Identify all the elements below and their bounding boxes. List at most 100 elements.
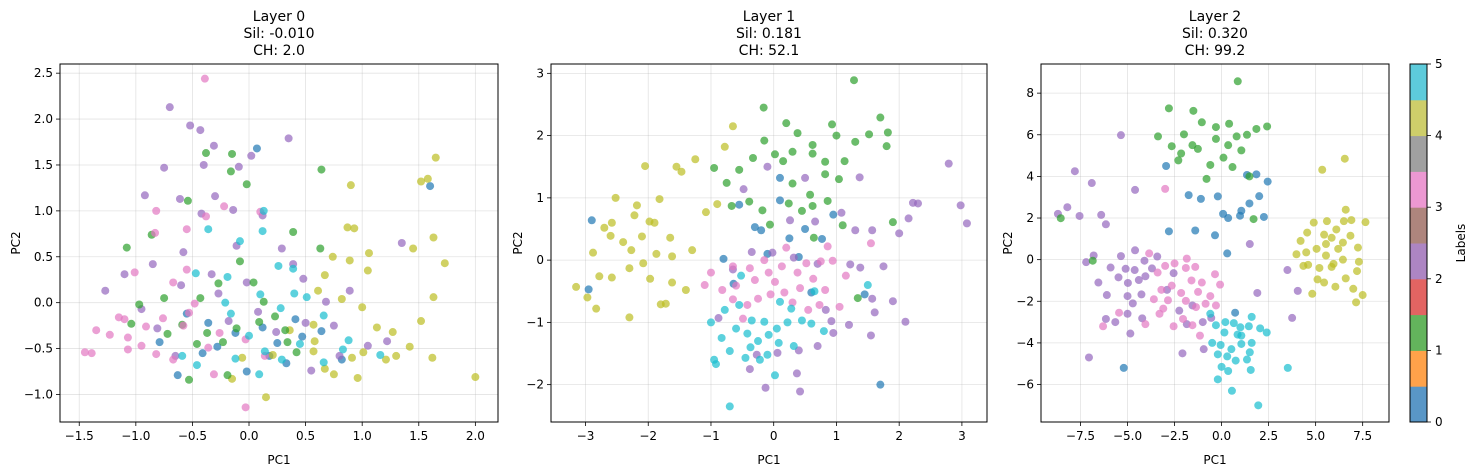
scatter-point-label-5 [256, 290, 265, 299]
scatter-point-label-4 [238, 353, 247, 362]
scatter-point-label-3 [1188, 321, 1197, 330]
scatter-point-label-3 [142, 322, 151, 331]
colorbar-tick-label: 4 [1435, 129, 1443, 143]
scatter-point-label-1 [821, 170, 830, 179]
scatter-point-label-3 [777, 262, 786, 271]
scatter-point-label-3 [1157, 285, 1166, 294]
scatter-point-label-1 [1211, 134, 1220, 143]
scatter-point-label-1 [1224, 141, 1233, 150]
scatter-point-label-4 [309, 320, 318, 329]
scatter-point-label-4 [320, 364, 329, 373]
scatter-point-label-0 [273, 339, 282, 348]
scatter-point-label-2 [1123, 309, 1132, 318]
scatter-point-label-5 [787, 304, 796, 313]
scatter-point-label-4 [641, 162, 650, 171]
y-axis-label: PC2 [1001, 231, 1015, 254]
scatter-point-label-2 [272, 328, 281, 337]
scatter-point-label-1 [223, 371, 232, 380]
scatter-point-label-5 [1256, 324, 1265, 333]
scatter-point-label-5 [1229, 319, 1238, 328]
chart-title-line-1: Layer 0 [253, 9, 305, 25]
scatter-point-label-4 [1312, 244, 1321, 253]
scatter-point-label-2 [956, 201, 965, 210]
scatter-point-label-5 [1227, 386, 1236, 395]
x-tick-label: 1.5 [409, 429, 428, 443]
scatter-point-label-2 [1178, 349, 1187, 358]
scatter-point-label-3 [169, 355, 178, 364]
scatter-point-label-2 [1140, 256, 1149, 265]
scatter-point-label-2 [1101, 314, 1110, 323]
scatter-point-label-3 [1141, 320, 1150, 329]
scatter-point-label-5 [863, 281, 872, 290]
scatter-point-label-4 [1361, 218, 1370, 227]
scatter-point-label-2 [299, 274, 308, 283]
scatter-point-label-4 [428, 353, 437, 362]
scatter-point-label-5 [732, 324, 741, 333]
scatter-point-label-0 [1119, 363, 1128, 372]
scatter-point-label-1 [1167, 142, 1176, 151]
scatter-point-label-2 [837, 208, 846, 217]
scatter-point-label-4 [309, 347, 318, 356]
scatter-point-label-4 [672, 162, 681, 171]
scatter-point-label-1 [1088, 256, 1097, 265]
scatter-point-label-3 [1145, 249, 1154, 258]
scatter-point-label-2 [801, 173, 810, 182]
y-tick-label: 2.5 [34, 66, 53, 80]
scatter-point-label-3 [780, 288, 789, 297]
scatter-point-label-3 [1201, 299, 1210, 308]
x-tick-label: −2.5 [1160, 429, 1189, 443]
scatter-point-label-0 [155, 338, 164, 347]
scatter-point-label-4 [381, 355, 390, 364]
scatter-point-label-4 [1347, 216, 1356, 225]
scatter-point-label-2 [866, 331, 875, 340]
scatter-point-label-2 [254, 307, 263, 316]
scatter-point-label-2 [301, 318, 310, 327]
axes-frame [59, 63, 499, 423]
scatter-point-label-4 [471, 373, 480, 382]
scatter-point-label-2 [792, 369, 801, 378]
scatter-point-label-4 [1303, 228, 1312, 237]
scatter-point-label-4 [1327, 233, 1336, 242]
scatter-point-label-3 [796, 284, 805, 293]
scatter-point-label-1 [722, 178, 731, 187]
scatter-point-label-0 [1255, 192, 1264, 201]
scatter-point-label-3 [866, 239, 875, 248]
scatter-point-label-3 [1115, 308, 1124, 317]
scatter-point-label-1 [710, 163, 719, 172]
scatter-point-label-3 [179, 321, 188, 330]
scatter-point-label-3 [828, 256, 837, 265]
scatter-point-label-2 [856, 263, 865, 272]
scatter-point-label-2 [1147, 264, 1156, 273]
scatter-point-label-1 [808, 201, 817, 210]
scatter-point-label-3 [1167, 281, 1176, 290]
scatter-point-label-4 [1309, 218, 1318, 227]
panel-layer-0: −1.5 −1.0 −0.5 0.0 0.5 1.0 1.5 2.0 −1.0 −0.5 0.0 0.… [9, 9, 499, 467]
scatter-point-label-4 [632, 201, 641, 210]
scatter-point-label-5 [338, 345, 347, 354]
scatter-point-label-1 [135, 300, 144, 309]
chart-title-line-1: Layer 2 [1189, 9, 1241, 25]
scatter-point-label-5 [1220, 328, 1229, 337]
scatter-point-label-2 [789, 253, 798, 262]
scatter-point-label-1 [1233, 77, 1242, 86]
scatter-point-label-2 [821, 305, 830, 314]
scatter-point-label-4 [572, 282, 581, 291]
scatter-point-label-3 [1149, 295, 1158, 304]
scatter-point-label-1 [828, 120, 837, 129]
y-tick-label: −2 [1016, 294, 1034, 308]
scatter-point-label-5 [274, 261, 283, 270]
scatter-point-label-4 [600, 223, 609, 232]
scatter-point-label-5 [770, 371, 779, 380]
x-tick-label: 0.0 [1212, 429, 1231, 443]
scatter-point-label-4 [677, 167, 686, 176]
scatter-point-label-4 [607, 273, 616, 282]
scatter-point-label-2 [1288, 313, 1297, 322]
scatter-point-label-4 [337, 294, 346, 303]
scatter-point-label-0 [1236, 211, 1245, 220]
scatter-point-label-1 [317, 165, 326, 174]
scatter-point-label-2 [363, 341, 372, 350]
scatter-point-label-3 [732, 281, 741, 290]
x-tick-label: −3 [577, 429, 595, 443]
scatter-point-label-1 [840, 157, 849, 166]
scatter-point-label-1 [759, 103, 768, 112]
